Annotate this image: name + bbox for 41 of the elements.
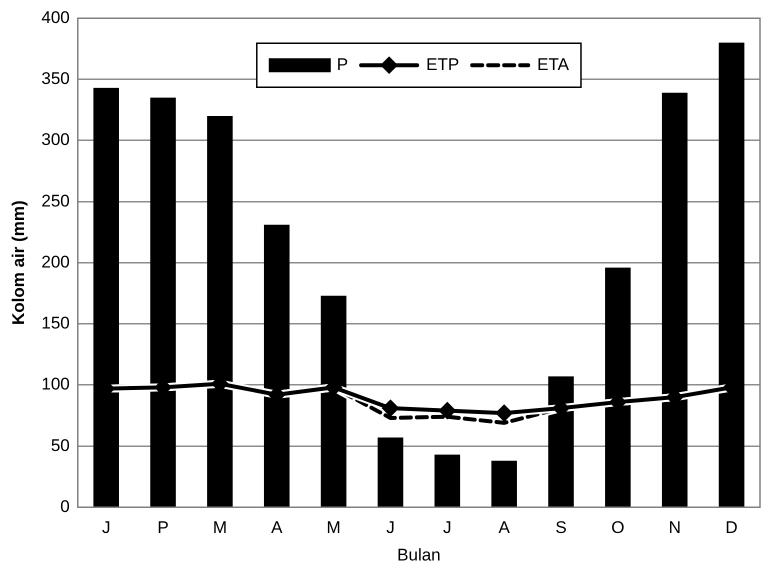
y-tick-label: 350 bbox=[41, 69, 70, 88]
point bbox=[382, 400, 398, 416]
bar bbox=[264, 224, 290, 506]
y-tick-label: 0 bbox=[60, 496, 70, 516]
bar bbox=[150, 98, 176, 506]
x-tick-label: O bbox=[611, 518, 624, 538]
y-tick-label: 400 bbox=[41, 8, 70, 27]
x-tick-label: N bbox=[668, 518, 681, 538]
bar bbox=[662, 92, 688, 506]
bar bbox=[320, 296, 346, 506]
y-axis-title: Kolom air (mm) bbox=[8, 200, 28, 326]
point bbox=[496, 405, 512, 422]
y-tick-label: 50 bbox=[50, 436, 70, 455]
bar bbox=[93, 88, 119, 506]
x-axis-title: Bulan bbox=[397, 545, 441, 564]
bar bbox=[548, 376, 574, 506]
x-tick-label: P bbox=[157, 518, 169, 538]
y-tick-label: 100 bbox=[41, 374, 70, 394]
point bbox=[439, 402, 456, 419]
x-tick-label: M bbox=[212, 518, 227, 538]
y-tick-label: 200 bbox=[41, 252, 70, 272]
bar bbox=[718, 42, 744, 506]
bar bbox=[491, 460, 517, 506]
bar bbox=[434, 454, 460, 506]
bar bbox=[605, 268, 631, 506]
legend-label: ETA bbox=[537, 54, 570, 74]
legend-label: ETP bbox=[426, 54, 460, 74]
x-tick-label: J bbox=[102, 518, 110, 538]
x-tick-label: M bbox=[326, 518, 341, 538]
x-tick-label: D bbox=[725, 518, 738, 538]
x-tick-label: A bbox=[498, 518, 510, 538]
y-tick-label: 300 bbox=[41, 130, 70, 150]
bar bbox=[207, 116, 233, 506]
bar bbox=[378, 438, 404, 506]
legend-label: P bbox=[336, 54, 348, 74]
y-tick-label: 150 bbox=[41, 314, 70, 333]
x-tick-label: S bbox=[555, 518, 567, 538]
x-tick-label: J bbox=[386, 518, 395, 538]
x-tick-label: J bbox=[443, 518, 452, 538]
y-tick-label: 250 bbox=[41, 191, 70, 210]
x-tick-label: A bbox=[271, 518, 284, 538]
